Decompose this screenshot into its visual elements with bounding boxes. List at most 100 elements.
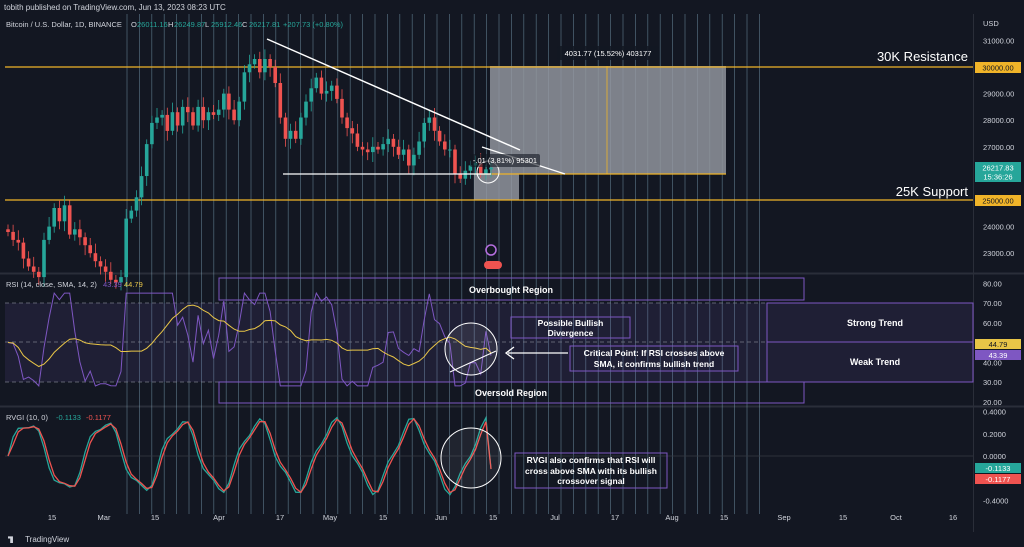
price-tick: 24000.00 (983, 223, 1014, 232)
candle (309, 88, 313, 102)
rsi-legend-sma: 44.79 (124, 280, 143, 289)
time-tick: Jul (550, 513, 560, 522)
candle (52, 208, 56, 227)
ohlc-high: 26249.87 (174, 20, 205, 29)
candle (478, 162, 483, 174)
price-tick: 31000.00 (983, 36, 1014, 45)
time-tick: 15 (151, 513, 159, 522)
rsi-line (7, 291, 492, 387)
candle (98, 261, 103, 267)
critical-arrow-head (504, 346, 515, 360)
candle (273, 67, 277, 83)
flag-marker-icon[interactable] (484, 261, 502, 269)
candle (427, 117, 432, 123)
candle (232, 109, 236, 121)
candle (47, 226, 51, 240)
candle (335, 85, 339, 99)
candle (67, 205, 72, 235)
measure-up-label: 4031.77 (15.52%) 403177 (565, 49, 652, 58)
candle (258, 59, 262, 73)
oversold-box (218, 381, 805, 404)
candle (170, 112, 175, 131)
rvgi-signal-tag (975, 474, 1021, 484)
candle (340, 98, 344, 118)
candle (73, 229, 77, 235)
candle (371, 146, 375, 153)
last-price: 26217.83 (982, 164, 1013, 173)
ohlc-open: 26011.16 (137, 20, 168, 29)
resistance-label: 30K Resistance (877, 49, 968, 64)
time-tick: 17 (611, 513, 619, 522)
candle (278, 83, 283, 118)
candle (186, 106, 190, 113)
candle (376, 146, 380, 150)
candle (412, 154, 416, 166)
time-axis[interactable]: 15 Mar 15 Apr 17 May 15 Jun 15 Jul 17 Aug 15 Sep 15 Oct… (48, 513, 957, 522)
rsi-legend-name: RSI (14, close, SMA, 14, 2) (6, 280, 97, 289)
time-tick: 15 (720, 513, 728, 522)
rvgi-note-box (514, 452, 668, 489)
candle (83, 237, 87, 246)
rsi-value-tag (975, 350, 1021, 360)
candle (417, 141, 421, 155)
time-tick: 15 (839, 513, 847, 522)
footer-bar: TradingView (0, 532, 1024, 547)
candle (283, 117, 288, 139)
rvgi-tick: 0.4000 (983, 408, 1006, 417)
candle (268, 59, 272, 67)
time-tick: Mar (98, 513, 111, 522)
candle (247, 64, 252, 73)
candle (62, 205, 67, 222)
symbol-name: Bitcoin / U.S. Dollar, 1D, BINANCE (6, 20, 122, 29)
candle (401, 149, 406, 155)
ohlc-low-label: L (205, 20, 209, 29)
rvgi-tick: 0.2000 (983, 430, 1006, 439)
overbought-label: Overbought Region (469, 285, 553, 295)
candle (252, 59, 257, 65)
candle (386, 138, 390, 145)
rsi-sma-tag (975, 339, 1021, 349)
rsi-tick: 30.00 (983, 378, 1002, 387)
candle (263, 59, 267, 73)
price-tick: 28000.00 (983, 116, 1014, 125)
time-tick: 17 (276, 513, 284, 522)
rvgi-signal-line (7, 417, 492, 494)
critical-label: Critical Point: If RSI crosses above SMA… (583, 348, 725, 369)
price-tick: 23000.00 (983, 249, 1014, 258)
ohlc-close-label: C (242, 20, 248, 29)
rsi-legend-value: 43.39 (103, 280, 122, 289)
weak-trend-box (766, 341, 974, 383)
candle (468, 165, 473, 171)
candle (453, 149, 457, 174)
candle (109, 271, 113, 280)
rsi-sma-line (7, 304, 492, 368)
weak-trend-label: Weak Trend (850, 357, 900, 367)
candle (381, 144, 385, 150)
candle (103, 266, 108, 272)
candle (124, 218, 128, 278)
rsi-tick: 40.00 (983, 358, 1002, 367)
candle (360, 146, 365, 150)
candle (437, 130, 442, 142)
candle (78, 229, 82, 238)
candle (134, 197, 139, 211)
candle (391, 138, 396, 147)
rsi-tick: 80.00 (983, 279, 1002, 288)
divergence-box (510, 316, 631, 339)
candle (484, 169, 488, 174)
critical-box (569, 345, 739, 372)
rvgi-note: RVGI also confirms that RSI will cross a… (525, 455, 657, 486)
rvgi-tick: 0.0000 (983, 452, 1006, 461)
last-price-tag (975, 162, 1021, 182)
event-marker-icon[interactable] (485, 244, 497, 256)
chart-canvas[interactable]: 30K Resistance 25K Support 4031.77 (15.5… (0, 14, 1024, 532)
candle (324, 90, 329, 94)
measure-up-box (557, 46, 659, 60)
ohlc-low: 25912.46 (211, 20, 242, 29)
ohlc-high-label: H (168, 20, 173, 29)
time-tick: 15 (48, 513, 56, 522)
focus-circle-rsi (444, 322, 498, 376)
ohlc-change: +207.73 (+0.80%) (283, 20, 344, 29)
candle (180, 106, 185, 126)
